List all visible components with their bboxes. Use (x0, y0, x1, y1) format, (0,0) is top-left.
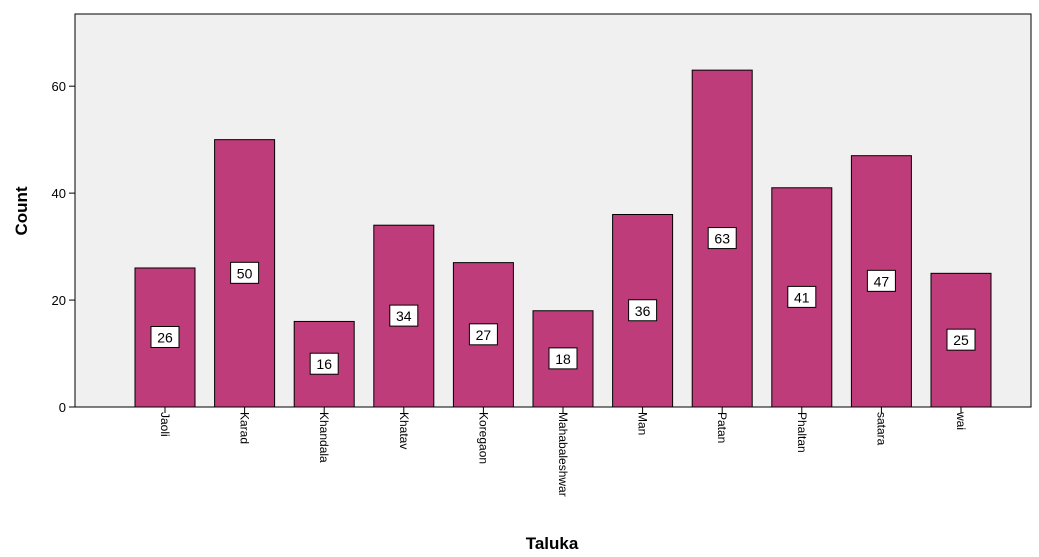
x-axis-title: Taluka (526, 534, 579, 553)
data-label-box (468, 323, 498, 346)
data-label: 34 (396, 308, 412, 324)
data-label-box (150, 325, 180, 348)
data-label: 47 (874, 273, 890, 289)
y-tick-label: 0 (59, 400, 66, 415)
data-label: 26 (157, 329, 173, 345)
data-label-box (230, 261, 260, 284)
data-label: 27 (476, 327, 492, 343)
data-label: 18 (555, 351, 571, 367)
bar-satara (850, 155, 912, 408)
x-tick-label: Phaltan (795, 412, 809, 453)
y-axis-title: Count (12, 186, 31, 235)
y-tick-label: 40 (52, 186, 66, 201)
x-tick-label: Karad (238, 412, 252, 444)
data-label-box (389, 304, 419, 327)
data-label-box (787, 285, 817, 308)
x-tick-label: Man (636, 412, 650, 435)
x-tick-label: Patan (715, 412, 729, 443)
x-tick-label: Khatav (397, 412, 411, 449)
data-label-box (628, 299, 658, 322)
x-tick-label: satara (874, 412, 888, 446)
data-labels-group: 26 50 16 34 27 18 36 63 41 47 25 (150, 227, 976, 375)
y-tick-label: 60 (52, 79, 66, 94)
data-label: 63 (714, 231, 730, 247)
data-label: 50 (237, 265, 253, 281)
x-tick-label: Mahabaleshwar (556, 412, 570, 497)
y-axis: 0 20 40 60 (52, 79, 75, 415)
data-label: 25 (953, 332, 969, 348)
data-label-box (946, 328, 976, 351)
data-label-box (707, 227, 737, 250)
data-label-box (309, 352, 339, 375)
data-label: 36 (635, 303, 651, 319)
x-axis: Jaoli Karad Khandala Khatav Koregaon Mahabale… (158, 407, 968, 497)
y-tick-label: 20 (52, 293, 66, 308)
x-tick-label: Jaoli (158, 412, 172, 437)
data-label-box (548, 347, 578, 370)
data-label-box (866, 269, 896, 292)
x-tick-label: Khandala (317, 412, 331, 463)
data-label: 41 (794, 289, 810, 305)
x-tick-label: Koregaon (476, 412, 490, 464)
data-label: 16 (316, 356, 332, 372)
x-tick-label: wai (954, 411, 968, 430)
